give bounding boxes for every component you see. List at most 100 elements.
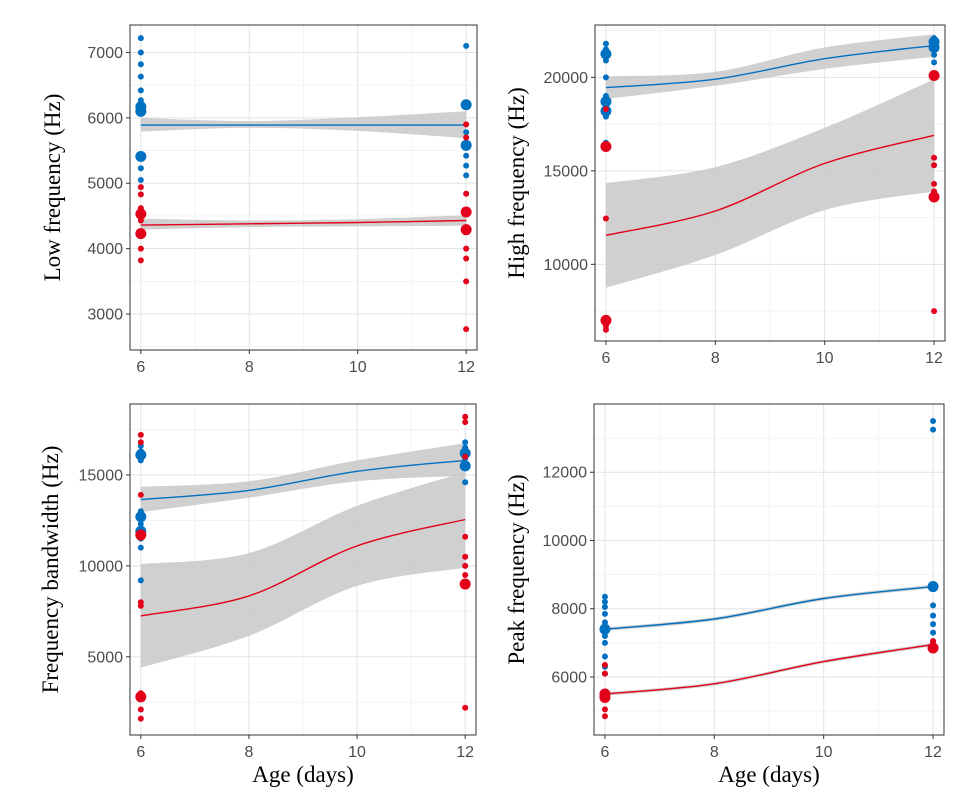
data-point-series-2 <box>135 208 147 220</box>
data-point-series-1 <box>137 544 144 551</box>
y-tick-label: 10000 <box>544 257 589 274</box>
chart-panel-4: 6 8 10 12 6000 8000 10000 12000 Peak frequency (… <box>504 403 945 787</box>
data-point-series-1 <box>135 105 147 117</box>
data-point-series-2 <box>463 245 470 252</box>
y-tick-label: 6000 <box>551 669 587 686</box>
x-tick-label: 12 <box>456 744 474 761</box>
data-point-series-1 <box>600 96 612 108</box>
x-tick-label: 12 <box>457 359 475 376</box>
chart-panel-2: 6 8 10 12 10000 15000 20000 High frequency (Hz) <box>504 24 946 367</box>
data-point-series-1 <box>137 49 144 56</box>
confidence-band-1 <box>604 584 934 631</box>
y-tick-label: 20000 <box>544 70 589 87</box>
data-point-series-2 <box>137 706 144 713</box>
data-point-series-1 <box>137 73 144 80</box>
data-point-series-2 <box>137 439 144 446</box>
data-point-series-2 <box>462 413 469 420</box>
data-point-series-1 <box>463 42 470 49</box>
data-point-series-1 <box>137 87 144 94</box>
data-point-series-2 <box>137 257 144 264</box>
data-point-series-2 <box>137 715 144 722</box>
data-point-series-1 <box>930 612 937 619</box>
data-point-series-1 <box>137 35 144 42</box>
data-point-series-2 <box>931 180 938 187</box>
data-point-series-2 <box>137 431 144 438</box>
data-point-series-2 <box>462 562 469 569</box>
data-point-series-2 <box>137 191 144 198</box>
data-point-series-1 <box>462 479 469 486</box>
data-point-series-1 <box>600 48 612 60</box>
data-point-series-2 <box>462 453 469 460</box>
data-point-series-1 <box>463 172 470 179</box>
data-point-series-2 <box>602 215 609 222</box>
x-tick-label: 10 <box>815 744 833 761</box>
confidence-band-2 <box>604 642 934 696</box>
x-axis-title: Age (days) <box>252 762 354 787</box>
data-point-series-2 <box>460 224 472 236</box>
data-point-series-1 <box>601 633 608 640</box>
data-point-series-2 <box>137 602 144 609</box>
x-tick-label: 8 <box>711 350 720 367</box>
y-axis-title: Frequency bandwidth (Hz) <box>38 446 63 694</box>
data-point-series-1 <box>135 150 147 162</box>
trend-line-2 <box>605 134 935 237</box>
data-point-series-1 <box>459 460 471 472</box>
data-point-series-1 <box>135 511 147 523</box>
data-point-series-1 <box>599 623 611 635</box>
x-axis-title: Age (days) <box>718 762 820 787</box>
data-point-series-1 <box>463 129 470 136</box>
data-point-series-1 <box>460 99 472 111</box>
y-tick-label: 5000 <box>87 649 123 666</box>
data-point-series-1 <box>930 418 937 425</box>
trend-line-1 <box>604 585 934 630</box>
confidence-band-2 <box>605 79 935 288</box>
y-tick-label: 8000 <box>551 601 587 618</box>
data-point-series-1 <box>462 439 469 446</box>
data-point-series-2 <box>462 419 469 426</box>
data-point-series-2 <box>137 245 144 252</box>
y-tick-label: 5000 <box>87 176 123 193</box>
data-point-series-2 <box>462 533 469 540</box>
data-point-series-1 <box>930 602 937 609</box>
data-point-series-2 <box>137 491 144 498</box>
x-tick-label: 6 <box>136 359 145 376</box>
y-tick-label: 6000 <box>87 110 123 127</box>
x-tick-label: 12 <box>924 744 942 761</box>
data-point-series-2 <box>463 326 470 333</box>
y-tick-label: 12000 <box>543 465 588 482</box>
y-tick-label: 15000 <box>544 163 589 180</box>
data-point-series-1 <box>602 40 609 47</box>
data-point-series-1 <box>137 457 144 464</box>
data-point-series-1 <box>137 61 144 68</box>
data-point-series-2 <box>600 141 612 153</box>
data-point-series-1 <box>930 629 937 636</box>
y-tick-label: 7000 <box>87 45 123 62</box>
x-tick-label: 6 <box>600 744 609 761</box>
data-point-series-2 <box>135 228 147 240</box>
y-tick-label: 10000 <box>543 533 588 550</box>
x-tick-label: 6 <box>601 350 610 367</box>
data-point-series-2 <box>928 69 940 81</box>
data-point-series-1 <box>137 176 144 183</box>
x-tick-label: 8 <box>245 359 254 376</box>
data-point-series-1 <box>928 41 940 53</box>
y-tick-label: 4000 <box>87 241 123 258</box>
data-point-series-2 <box>135 529 147 541</box>
x-tick-label: 8 <box>710 744 719 761</box>
data-point-series-2 <box>927 642 939 654</box>
chart-panel-3: 6 8 10 12 5000 10000 15000 Frequency bandwidth … <box>38 403 477 787</box>
y-axis-title: High frequency (Hz) <box>504 87 529 279</box>
data-point-series-1 <box>137 577 144 584</box>
trend-line-2 <box>140 518 466 617</box>
data-point-series-1 <box>601 639 608 646</box>
y-axis-title: Peak frequency (Hz) <box>504 474 529 664</box>
data-point-series-2 <box>137 217 144 224</box>
data-point-series-1 <box>137 165 144 172</box>
data-point-series-1 <box>463 152 470 159</box>
trend-line-1 <box>605 44 935 89</box>
data-point-series-2 <box>462 704 469 711</box>
data-point-series-1 <box>602 113 609 120</box>
data-point-series-1 <box>930 621 937 628</box>
plot-border <box>129 24 478 351</box>
data-point-series-2 <box>601 670 608 677</box>
